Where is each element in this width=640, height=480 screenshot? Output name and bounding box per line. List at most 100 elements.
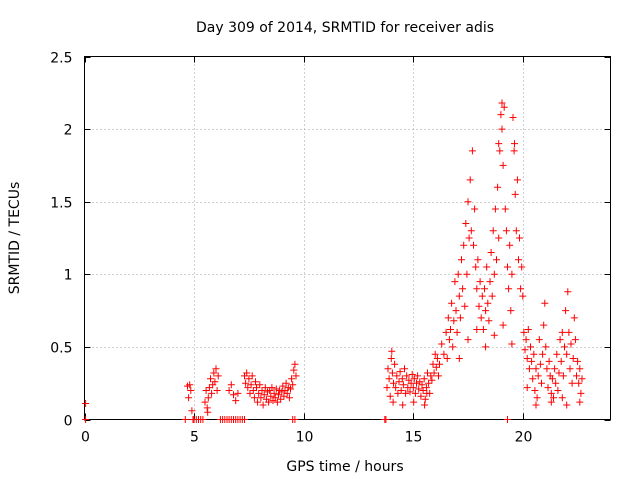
data-point: [559, 372, 567, 380]
data-point: [455, 292, 463, 300]
data-point: [410, 398, 418, 406]
data-point: [279, 382, 287, 390]
data-point: [271, 394, 279, 402]
data-point: [411, 389, 419, 397]
data-point: [576, 365, 584, 373]
data-point: [254, 398, 262, 406]
data-point: [566, 365, 574, 373]
data-point: [212, 365, 220, 373]
data-point: [530, 350, 538, 358]
data-point: [385, 375, 393, 383]
data-point: [291, 360, 299, 368]
data-point: [477, 314, 485, 322]
data-point: [473, 326, 481, 333]
data-point: [257, 394, 265, 402]
data-point: [517, 285, 525, 293]
data-point: [483, 263, 491, 271]
data-point: [467, 227, 475, 235]
data-point: [512, 227, 520, 235]
data-point: [244, 384, 252, 392]
data-point: [520, 328, 528, 336]
data-point: [265, 398, 273, 406]
data-point: [576, 398, 584, 406]
data-point: [256, 381, 264, 389]
data-point: [455, 355, 463, 362]
data-point: [450, 317, 458, 325]
data-point: [495, 140, 503, 148]
data-point: [210, 369, 218, 377]
data-point: [497, 111, 505, 119]
data-point: [258, 387, 266, 394]
data-point: [508, 340, 516, 348]
data-point: [545, 357, 553, 365]
data-point: [402, 389, 410, 397]
data-point: [429, 360, 437, 368]
data-point: [396, 368, 404, 376]
data-point: [476, 278, 484, 286]
data-point: [527, 343, 534, 351]
data-point: [532, 365, 540, 373]
data-point: [273, 398, 281, 406]
data-point: [525, 365, 533, 373]
data-point: [285, 394, 293, 402]
data-point: [482, 343, 490, 351]
data-point: [386, 392, 394, 400]
data-point: [214, 372, 222, 380]
data-point: [471, 205, 479, 213]
data-point: [459, 285, 467, 293]
data-point: [261, 384, 269, 392]
y-tick-label: 0.5: [50, 341, 72, 357]
data-point: [499, 321, 507, 329]
data-point: [519, 292, 527, 300]
data-point: [395, 378, 403, 386]
data-point: [533, 394, 541, 402]
data-point: [536, 360, 544, 368]
data-point: [494, 183, 502, 191]
data-point: [522, 336, 530, 344]
data-point: [417, 392, 425, 400]
data-point: [529, 375, 537, 383]
data-point: [227, 381, 235, 389]
data-point: [290, 366, 298, 374]
data-point: [523, 355, 531, 362]
data-point: [515, 256, 522, 264]
data-point: [510, 147, 518, 155]
data-point: [449, 343, 457, 351]
data-point: [267, 392, 275, 400]
data-point: [242, 379, 250, 387]
data-point: [577, 389, 585, 397]
data-point: [289, 381, 297, 389]
data-point: [208, 389, 216, 397]
data-points: [82, 99, 586, 423]
data-point: [518, 263, 526, 271]
data-point: [556, 336, 564, 344]
data-point: [440, 350, 448, 358]
data-point: [568, 379, 576, 387]
data-point: [571, 336, 579, 344]
data-point: [466, 176, 474, 184]
data-point: [406, 388, 414, 396]
data-point: [207, 375, 214, 383]
data-point: [394, 389, 402, 397]
data-point: [463, 270, 471, 278]
data-point: [452, 307, 460, 315]
data-point: [552, 379, 560, 387]
data-point: [541, 299, 549, 307]
data-point: [569, 355, 577, 362]
data-point: [461, 302, 469, 310]
data-point: [465, 234, 473, 242]
data-point: [234, 389, 242, 397]
data-point: [561, 343, 568, 351]
data-point: [280, 392, 288, 400]
data-point: [438, 340, 446, 348]
x-tick-label: 20: [515, 430, 533, 446]
x-tick-label: 10: [296, 430, 314, 446]
data-point: [250, 394, 258, 402]
data-point: [462, 220, 470, 227]
data-point: [201, 398, 209, 406]
data-point: [479, 326, 487, 333]
data-point: [551, 365, 559, 373]
data-point: [204, 408, 212, 416]
data-point: [509, 114, 517, 121]
